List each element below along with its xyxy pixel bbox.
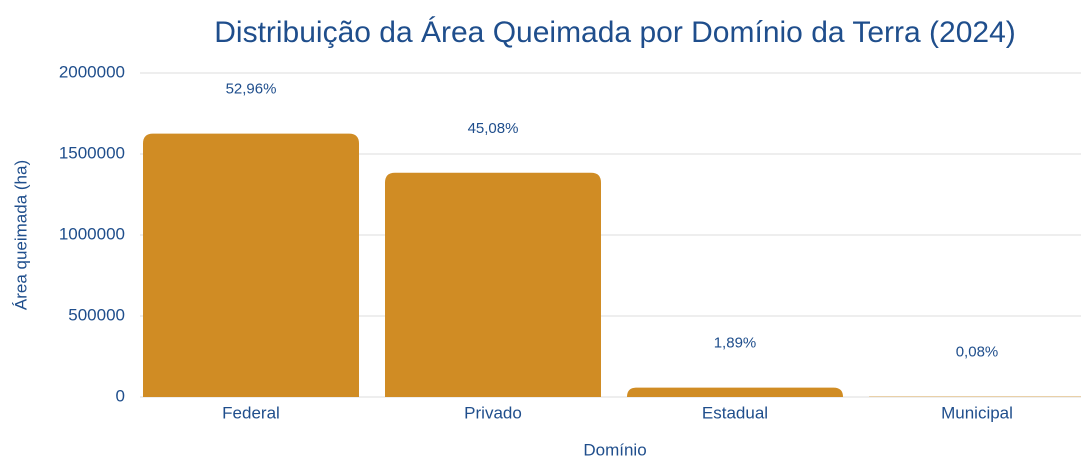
y-axis-label: Área queimada (ha)	[11, 160, 30, 310]
x-tick-label: Federal	[222, 403, 280, 422]
y-tick-label: 500000	[68, 305, 125, 324]
y-tick-label: 2000000	[59, 62, 125, 81]
bar	[143, 133, 359, 397]
x-tick-label: Estadual	[702, 403, 768, 422]
x-tick-label: Privado	[464, 403, 522, 422]
data-label: 45,08%	[468, 120, 519, 137]
data-label: 1,89%	[714, 335, 757, 352]
y-tick-label: 1000000	[59, 224, 125, 243]
data-label: 0,08%	[956, 344, 999, 361]
y-tick-label: 1500000	[59, 143, 125, 162]
y-tick-label: 0	[116, 386, 125, 405]
data-label: 52,96%	[226, 81, 277, 98]
chart-title: Distribuição da Área Queimada por Domíni…	[214, 16, 1016, 49]
bar	[385, 172, 601, 397]
bar	[627, 387, 843, 397]
x-tick-label: Municipal	[941, 403, 1013, 422]
x-axis-label: Domínio	[583, 440, 646, 459]
